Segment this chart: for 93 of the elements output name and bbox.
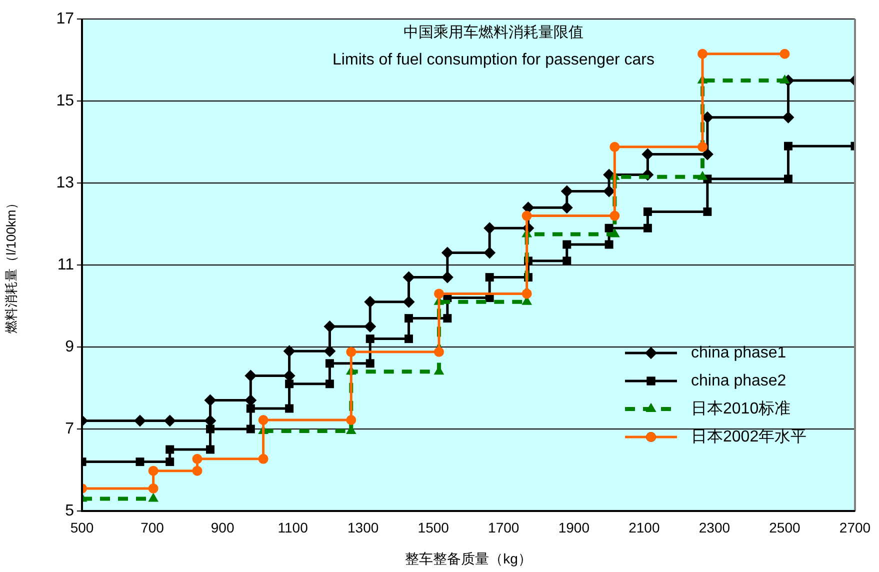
point [366,359,374,368]
legend-label: 日本2002年水平 [691,427,807,446]
x-tick-label: 500 [70,519,94,536]
point [434,346,444,357]
y-tick-label: 11 [57,256,74,274]
point [610,210,620,221]
point [441,271,454,284]
y-tick-label: 15 [56,92,74,110]
point [324,320,336,332]
text: Limits of fuel consumption for passenger cars [332,51,654,68]
point [484,246,496,259]
point [780,74,790,84]
point [701,148,714,160]
y-tick-label: 17 [56,10,74,28]
x-tick-label: 2100 [628,519,660,536]
point [522,288,532,299]
point [484,222,496,234]
point [402,271,415,284]
point [443,314,452,323]
point [366,334,374,344]
point [780,48,790,59]
point [562,240,572,249]
point [434,288,444,299]
point [364,296,376,308]
point [784,174,792,184]
point [485,273,494,282]
legend-label: 日本2010标准 [691,399,791,418]
x-tick-label: 700 [140,519,164,536]
point [206,445,214,454]
chart-title: 中国乘用车燃料消耗量限值 [404,24,584,42]
point [285,380,294,388]
point [325,359,334,368]
point [134,414,146,427]
point [166,458,174,466]
point [283,345,296,358]
x-tick-label: 2700 [839,519,871,536]
point [562,256,572,266]
point [192,466,202,476]
point [784,142,792,150]
x-tick-label: 1900 [558,519,590,536]
point [246,404,255,413]
point [698,142,708,152]
point [610,142,620,152]
point [604,224,614,232]
point [441,246,454,259]
point [402,296,415,308]
y-axis-title: 燃料消耗量（l/100km） [3,196,18,334]
point [703,207,712,216]
point [642,148,654,160]
point [166,445,174,454]
point [285,404,294,413]
point [246,424,255,434]
point [560,185,573,198]
point [522,210,532,221]
point [148,483,158,494]
y-tick-label: 9 [65,338,74,356]
point [244,370,257,382]
point [404,314,414,323]
x-tick-label: 2300 [698,519,730,536]
x-tick-label: 1300 [348,519,379,536]
legend-label: china phase2 [691,372,786,390]
point [346,414,356,425]
legend-label: china phase1 [691,344,786,362]
point [206,424,214,434]
y-tick-label: 13 [56,174,74,192]
point [643,224,652,232]
point [136,458,144,466]
x-axis-title: 整车整备质量（kg） [405,550,532,566]
point [609,228,620,238]
x-tick-label: 1100 [278,519,308,536]
point [404,334,414,344]
point [698,48,708,59]
point [697,170,708,180]
x-tick-label: 900 [210,519,234,536]
point [258,414,268,425]
point [258,454,268,464]
point [204,394,216,406]
point [364,320,376,332]
point [148,466,158,476]
point [643,207,652,216]
point [325,380,334,388]
point [782,111,794,124]
point [560,202,573,214]
y-tick-label: 5 [65,502,74,520]
y-tick-label: 7 [65,420,74,438]
point [324,345,336,358]
point [192,454,202,464]
point [346,346,356,357]
point [164,414,176,427]
x-tick-label: 1700 [488,519,520,536]
x-tick-label: 1500 [418,519,450,536]
x-tick-label: 2500 [769,519,801,536]
point [604,240,614,249]
